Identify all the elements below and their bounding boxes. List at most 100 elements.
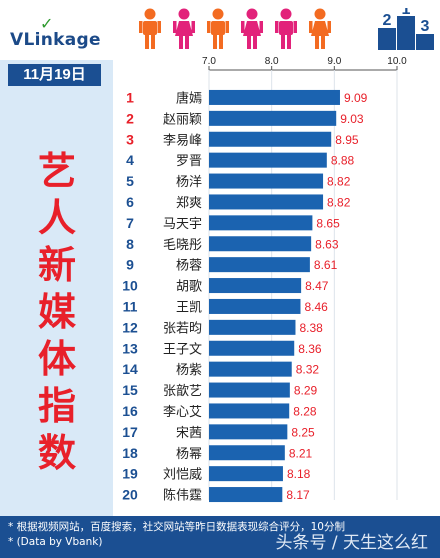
bar	[209, 382, 290, 398]
value-label: 8.25	[291, 425, 315, 439]
footnote-source: * (Data by Vbank)	[8, 536, 103, 548]
value-label: 8.32	[296, 363, 320, 377]
category-label: 杨紫	[176, 363, 202, 378]
rank-label: 6	[126, 194, 134, 210]
bar	[209, 194, 324, 210]
rank-label: 16	[122, 403, 138, 419]
vertical-title-char: 媒	[37, 290, 76, 334]
value-label: 8.17	[286, 488, 310, 502]
bar	[209, 89, 340, 105]
value-label: 8.82	[327, 175, 351, 189]
logo-text: VLinkage	[10, 30, 101, 50]
value-label: 8.47	[305, 279, 329, 293]
category-label: 王子文	[163, 342, 202, 357]
value-label: 8.61	[314, 258, 338, 272]
category-label: 杨幂	[176, 447, 202, 462]
value-label: 9.03	[340, 112, 364, 126]
person-icon	[139, 8, 161, 49]
person-icon	[309, 8, 331, 49]
category-label: 陈伟霆	[163, 488, 202, 504]
badge-digit: 2	[383, 12, 392, 29]
bar	[209, 487, 283, 503]
rank-label: 17	[122, 424, 138, 440]
bar	[209, 445, 285, 461]
category-label: 郑爽	[176, 196, 202, 211]
value-label: 8.46	[304, 300, 328, 314]
person-icon	[173, 8, 195, 49]
bar	[209, 466, 283, 482]
category-label: 杨蓉	[176, 259, 202, 274]
badge-digit: 3	[421, 18, 430, 35]
category-label: 赵丽颖	[163, 112, 202, 127]
category-label: 张歆艺	[163, 383, 202, 399]
category-label: 李易峰	[163, 133, 202, 148]
vlinkage-logo: ✓ VLinkage	[10, 14, 120, 54]
person-icon	[275, 8, 297, 49]
bar	[209, 319, 296, 335]
vertical-title: 艺人新媒体指数	[25, 148, 89, 477]
bar	[209, 110, 337, 126]
rank-label: 15	[122, 382, 138, 398]
rank-label: 4	[126, 152, 134, 168]
people-icons	[139, 8, 331, 49]
vertical-title-char: 新	[37, 243, 76, 287]
left-panel: 11月19日 艺人新媒体指数	[0, 60, 113, 516]
rank-label: 5	[126, 173, 134, 189]
value-label: 8.36	[298, 342, 322, 356]
rank-label: 2	[126, 110, 134, 126]
category-label: 李心艾	[163, 405, 202, 420]
category-label: 杨洋	[176, 175, 202, 190]
person-icon	[207, 8, 229, 49]
value-label: 8.63	[315, 237, 339, 251]
footer: * 根据视频网站，百度搜索，社交网站等昨日数据表现综合评分，10分制 * (Da…	[0, 516, 440, 558]
bar	[209, 236, 312, 252]
bar	[209, 340, 295, 356]
value-label: 8.82	[327, 195, 351, 209]
rank-label: 12	[122, 319, 138, 335]
bar	[209, 361, 292, 377]
badge-digit: 1	[402, 8, 411, 18]
rank-label: 11	[123, 298, 138, 314]
value-label: 8.29	[294, 384, 318, 398]
footnote-method: * 根据视频网站，百度搜索，社交网站等昨日数据表现综合评分，10分制	[8, 521, 345, 533]
ranking-bar-chart: 7.0 8.0 9.0 10.0 1 唐嫣 9.09 2 赵丽颖 9.03 3 李易峰 8.95 4 罗晋 8…	[122, 56, 407, 504]
category-label: 宋茜	[176, 426, 202, 441]
rank-label: 20	[122, 487, 138, 503]
category-label: 马天宇	[163, 217, 202, 232]
category-label: 胡歌	[176, 280, 202, 295]
value-label: 8.38	[299, 321, 323, 335]
bar	[209, 257, 310, 273]
podium-badge-icon: 213	[378, 8, 434, 50]
rank-label: 13	[122, 340, 138, 356]
rank-label: 3	[126, 131, 134, 147]
value-label: 8.88	[331, 154, 355, 168]
rank-label: 10	[122, 278, 138, 294]
category-label: 张若昀	[163, 320, 202, 336]
date-label: 11月19日	[8, 64, 101, 86]
x-tick-label: 10.0	[387, 56, 407, 67]
rank-label: 14	[122, 361, 138, 377]
person-icon	[241, 8, 263, 49]
vertical-title-char: 数	[37, 431, 76, 475]
rank-label: 18	[122, 445, 138, 461]
value-label: 8.95	[335, 133, 359, 147]
x-tick-label: 7.0	[202, 56, 216, 67]
bar	[209, 215, 313, 231]
value-label: 8.65	[316, 216, 340, 230]
value-label: 8.21	[289, 446, 313, 460]
vertical-title-char: 体	[37, 337, 76, 381]
rank-label: 8	[126, 236, 134, 252]
category-label: 刘恺威	[163, 468, 202, 483]
vertical-title-char: 艺	[37, 149, 76, 193]
x-tick-label: 9.0	[327, 56, 341, 67]
logo-leaf-icon: ✓	[40, 14, 54, 33]
vertical-title-char: 指	[37, 384, 76, 428]
category-label: 罗晋	[176, 154, 202, 169]
value-label: 9.09	[344, 91, 368, 105]
bar	[209, 152, 327, 168]
value-label: 8.28	[293, 404, 317, 418]
bar	[209, 131, 332, 147]
vertical-title-char: 人	[37, 196, 76, 240]
bar	[209, 403, 290, 419]
